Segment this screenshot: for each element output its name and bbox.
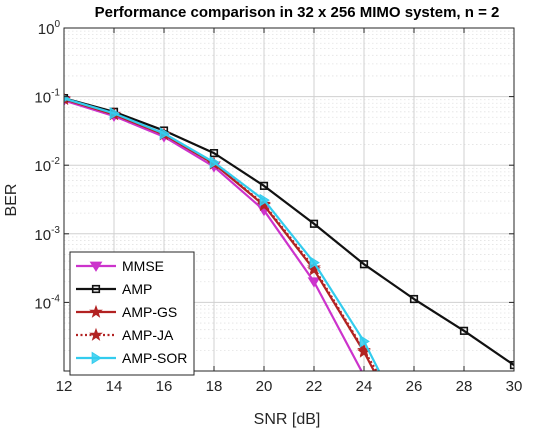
legend-label: AMP-SOR [122, 350, 187, 366]
marker-star [89, 304, 103, 318]
y-tick-exponent: 0 [54, 19, 60, 30]
legend-entry-amp-ja: AMP-JA [76, 327, 174, 343]
y-tick-label: 10-3 [34, 225, 60, 244]
y-tick-base: 10 [34, 158, 51, 175]
y-tick-exponent: -2 [51, 156, 60, 167]
legend-label: AMP-GS [122, 304, 177, 320]
y-tick-exponent: -3 [51, 225, 60, 236]
series-line-amp-sor [64, 97, 380, 371]
legend-label: AMP-JA [122, 327, 174, 343]
marker-triangle-right [91, 351, 102, 365]
x-tick-label: 28 [456, 378, 473, 395]
x-tick-label: 12 [56, 378, 73, 395]
marker-square [91, 284, 101, 294]
marker-square [459, 326, 469, 335]
y-axis-label: BER [3, 184, 20, 217]
y-tick-label: 100 [38, 19, 61, 38]
marker-square [409, 294, 419, 304]
chart-title: Performance comparison in 32 x 256 MIMO … [95, 4, 500, 21]
marker-star [89, 327, 103, 341]
series-layer [64, 91, 514, 371]
legend-box [69, 251, 195, 376]
marker-triangle-right [359, 335, 370, 348]
marker-triangle-down [307, 277, 321, 288]
y-tick-base: 10 [34, 90, 51, 107]
x-tick-label: 24 [356, 378, 373, 395]
legend-entry-mmse: MMSE [76, 258, 164, 274]
axes-frame [63, 27, 515, 372]
legend-entry-amp-gs: AMP-GS [76, 304, 177, 320]
marker-triangle-right [259, 193, 270, 207]
series-amp-sor [64, 94, 380, 371]
y-tick-label: 10-1 [34, 88, 60, 107]
marker-triangle-right [109, 106, 120, 120]
x-tick-label: 20 [256, 378, 273, 395]
x-tick-label: 18 [206, 378, 223, 395]
x-tick-label: 14 [106, 378, 123, 395]
y-tick-label: 10-4 [34, 293, 60, 312]
legend: MMSE AMP AMP-GS AMP-JA AMP-SOR [69, 251, 195, 376]
y-tick-base: 10 [34, 295, 51, 312]
legend-label: MMSE [122, 258, 164, 274]
marker-triangle-right [209, 155, 220, 169]
marker-square [359, 260, 369, 269]
x-axis-label: SNR [dB] [254, 411, 321, 428]
legend-entry-amp: AMP [76, 281, 152, 297]
legend-label: AMP [122, 281, 152, 297]
y-tick-exponent: -1 [51, 88, 60, 99]
x-tick-label: 30 [506, 378, 523, 395]
marker-triangle-down [89, 261, 103, 272]
marker-square [309, 219, 319, 228]
y-tick-base: 10 [38, 21, 55, 38]
marker-square [209, 149, 219, 158]
marker-triangle-right [309, 256, 320, 270]
x-tick-label: 16 [156, 378, 173, 395]
marker-square [509, 360, 514, 370]
series-line-amp [64, 97, 514, 366]
marker-square [259, 181, 269, 190]
x-tick-label: 26 [406, 378, 423, 395]
y-tick-label: 10-2 [34, 156, 60, 175]
y-tick-exponent: -4 [51, 293, 60, 304]
marker-triangle-right [159, 127, 170, 140]
y-tick-base: 10 [34, 227, 51, 244]
legend-entry-amp-sor: AMP-SOR [76, 350, 187, 366]
x-tick-label: 22 [306, 378, 323, 395]
